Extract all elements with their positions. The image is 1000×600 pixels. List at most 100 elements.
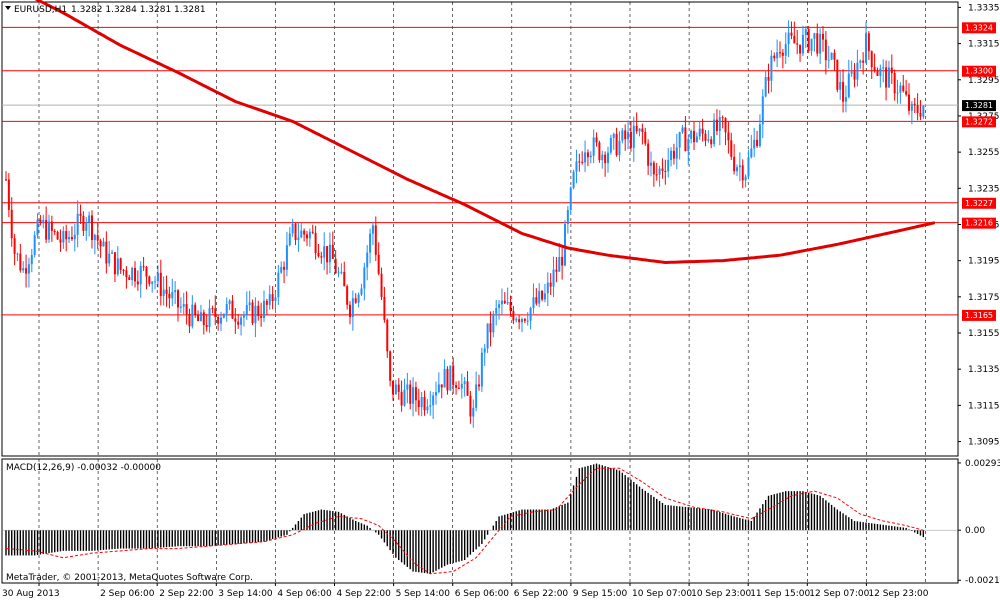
candle-body	[650, 162, 652, 166]
candle	[586, 149, 589, 167]
candle	[420, 392, 423, 417]
candle	[125, 266, 128, 289]
candle-body	[836, 59, 839, 90]
candle-body	[392, 380, 394, 395]
candle	[707, 130, 710, 143]
candle-body	[188, 314, 191, 327]
candle-body	[88, 215, 91, 223]
candle	[710, 136, 713, 149]
candle	[76, 200, 79, 248]
candle-body	[799, 44, 802, 54]
time-tick-label: 2 Sep 22:00	[159, 589, 214, 599]
candle	[753, 127, 756, 158]
candle	[575, 149, 578, 184]
candle	[873, 53, 876, 73]
candle-body	[681, 127, 684, 133]
candle	[627, 120, 630, 150]
candle	[156, 265, 159, 288]
candle-body	[601, 154, 604, 161]
candle-body	[916, 105, 919, 114]
candle	[543, 283, 546, 303]
candle	[647, 139, 650, 176]
candle-body	[595, 137, 598, 143]
candle	[248, 290, 251, 312]
candle-body	[899, 85, 902, 93]
candle	[297, 223, 300, 252]
candle	[7, 173, 10, 218]
candle-body	[222, 313, 225, 318]
candle	[151, 281, 154, 293]
candle	[698, 121, 701, 140]
candle	[899, 82, 902, 104]
candle	[827, 45, 830, 69]
candle-body	[810, 38, 813, 51]
candle	[449, 365, 452, 391]
candle	[908, 83, 910, 115]
candle-body	[154, 281, 157, 283]
candle-body	[733, 156, 736, 172]
price-tick-label: 1.3095	[968, 438, 1000, 448]
candle	[529, 306, 532, 330]
candle-body	[581, 161, 584, 163]
price-tick-label: 1.3155	[968, 329, 1000, 339]
candle	[913, 97, 916, 114]
current-price-label: 1.3281	[965, 101, 993, 110]
candle-body	[400, 391, 403, 406]
level-badge	[962, 116, 996, 128]
candle	[836, 59, 839, 93]
time-tick-label: 6 Sep 22:00	[514, 589, 569, 599]
candle-body	[647, 143, 650, 166]
candle-body	[443, 368, 446, 388]
price-tick-label: 1.3135	[968, 365, 1000, 375]
candle-body	[48, 221, 50, 240]
candle	[830, 52, 833, 61]
candle	[437, 372, 440, 394]
candle-body	[42, 219, 45, 224]
candle-body	[25, 268, 28, 274]
time-tick-label: 5 Sep 14:00	[396, 589, 451, 599]
candle-body	[406, 384, 409, 390]
candle	[334, 249, 337, 274]
candle-body	[148, 276, 151, 284]
candle-body	[33, 235, 36, 255]
candle	[22, 261, 25, 273]
candle	[799, 44, 802, 62]
candle	[738, 152, 741, 182]
time-tick-label: 6 Sep 06:00	[455, 589, 510, 599]
candle	[601, 150, 604, 169]
candle	[50, 215, 53, 242]
candle	[767, 63, 770, 94]
candle	[68, 230, 71, 244]
candle	[538, 283, 541, 308]
candle-body	[30, 254, 33, 265]
candle	[632, 116, 635, 162]
candle	[655, 162, 658, 181]
candle	[122, 268, 125, 276]
candle-body	[240, 317, 243, 325]
candle	[584, 140, 587, 173]
candle	[268, 285, 271, 310]
candle-body	[604, 154, 607, 164]
candle-body	[693, 130, 695, 143]
candle-body	[675, 147, 678, 159]
candle-body	[919, 113, 922, 117]
candle	[833, 49, 836, 71]
candle-body	[730, 140, 733, 157]
candle	[664, 159, 667, 185]
candle	[285, 231, 288, 277]
candle-body	[503, 300, 506, 304]
time-tick-label: 10 Sep 23:00	[691, 589, 751, 599]
copyright-label: MetaTrader, © 2001-2013, MetaQuotes Soft…	[6, 573, 253, 583]
candle	[311, 224, 314, 235]
candle	[607, 146, 609, 173]
level-badge	[962, 217, 996, 229]
candle	[432, 391, 435, 419]
candle-body	[853, 71, 856, 80]
dropdown-triangle-icon[interactable]	[5, 6, 11, 10]
candle	[105, 231, 108, 274]
candle-body	[171, 292, 174, 299]
candle	[761, 89, 764, 139]
